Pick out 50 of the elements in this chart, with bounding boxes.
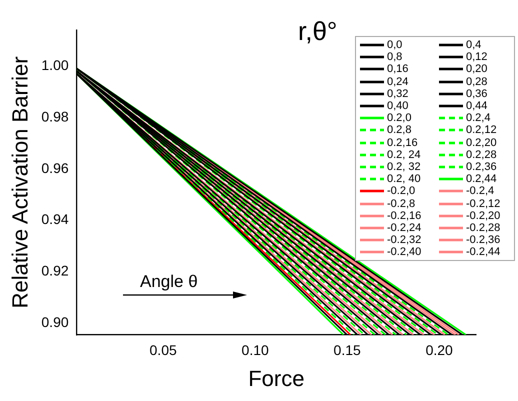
x-tick-label: 0.20 xyxy=(426,342,454,358)
y-tick-label: 0.98 xyxy=(41,108,69,124)
y-tick-label: 0.90 xyxy=(41,314,69,330)
legend-label: 0.2,4 xyxy=(466,112,490,124)
legend-label: -0.2,32 xyxy=(387,234,422,246)
y-tick-label: 0.92 xyxy=(41,262,69,279)
legend-label: -0.2,16 xyxy=(387,210,422,222)
legend-label: 0,8 xyxy=(387,51,402,64)
legend-label: -0.2,4 xyxy=(466,185,494,198)
legend-label: 0,20 xyxy=(466,63,488,76)
legend-label: 0.2,16 xyxy=(387,136,418,149)
y-tick-label: 0.96 xyxy=(41,160,69,176)
legend-label: 0.2, 24 xyxy=(387,148,421,161)
legend-label: 0,28 xyxy=(466,76,488,88)
legend-label: 0,0 xyxy=(387,39,402,52)
annotation: Angle θ xyxy=(140,272,198,292)
y-tick-label: 0.94 xyxy=(41,211,69,228)
legend-label: 0.2,12 xyxy=(466,124,497,136)
legend-label: 0,4 xyxy=(466,39,482,52)
legend-label: 0,24 xyxy=(387,76,408,88)
legend-label: 0.2,0 xyxy=(387,112,412,124)
legend-label: 0.2,20 xyxy=(466,136,497,149)
legend-label: 0,32 xyxy=(387,88,408,100)
legend-label: -0.2,36 xyxy=(466,234,500,246)
legend-label: -0.2,44 xyxy=(466,246,500,258)
y-tick-label: 1.00 xyxy=(41,56,69,73)
legend-label: -0.2,20 xyxy=(466,210,500,222)
legend-label: 0.2,44 xyxy=(466,173,497,186)
legend-label: -0.2,24 xyxy=(387,222,422,234)
legend-label: 0.2, 32 xyxy=(387,160,421,173)
legend-label: 0,40 xyxy=(387,100,408,112)
x-tick-label: 0.05 xyxy=(150,342,177,358)
legend-label: 0.2,36 xyxy=(466,160,497,173)
legend-label: 0.2,28 xyxy=(466,148,497,161)
legend-label: 0,36 xyxy=(466,88,488,100)
legend-title: r,θ° xyxy=(298,16,338,47)
legend-label: 0.2, 40 xyxy=(387,173,421,186)
legend-label: -0.2,40 xyxy=(387,246,422,258)
y-axis-title: Relative Activation Barrier xyxy=(7,56,32,308)
x-tick-label: 0.15 xyxy=(334,342,362,358)
legend-label: -0.2,12 xyxy=(466,198,500,210)
legend-label: 0.2,8 xyxy=(387,124,412,136)
legend-label: -0.2,8 xyxy=(387,198,416,210)
legend-label: 0,16 xyxy=(387,63,408,76)
legend-label: -0.2,28 xyxy=(466,222,500,234)
legend-label: 0,12 xyxy=(466,51,488,64)
x-tick-label: 0.10 xyxy=(242,342,269,358)
legend-label: -0.2,0 xyxy=(387,185,416,198)
legend-label: 0,44 xyxy=(466,100,488,112)
x-axis-title: Force xyxy=(248,366,304,391)
